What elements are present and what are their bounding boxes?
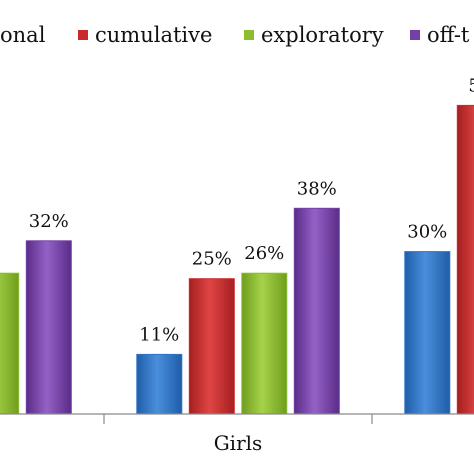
data-label-3-0: 32% bbox=[29, 211, 69, 232]
bar-2-0 bbox=[0, 272, 20, 415]
legend-marker-3 bbox=[410, 30, 420, 40]
data-label-2-1: 26% bbox=[244, 243, 284, 264]
bars-group bbox=[0, 104, 474, 415]
data-label-3-1: 38% bbox=[297, 178, 337, 199]
bar-2-1 bbox=[241, 272, 288, 415]
legend-label-2: exploratory bbox=[261, 23, 384, 47]
data-label-0-2: 30% bbox=[407, 222, 447, 243]
legend-label-1: cumulative bbox=[95, 23, 212, 47]
category-label-1: Girls bbox=[214, 431, 263, 455]
legend-marker-2 bbox=[244, 30, 254, 40]
legend: onal cumulative exploratory off-t bbox=[0, 23, 470, 47]
data-label-1-1: 25% bbox=[192, 249, 232, 270]
data-label-0-1: 11% bbox=[139, 324, 179, 345]
bar-3-0 bbox=[25, 240, 72, 415]
bar-3-1 bbox=[293, 207, 340, 415]
legend-label-3: off-t bbox=[427, 23, 470, 47]
data-labels-group: 11% 30% 25% 57 26% 32% 38% bbox=[29, 75, 474, 345]
bar-1-1 bbox=[188, 278, 235, 415]
x-axis: Girls bbox=[0, 413, 474, 455]
bar-0-1 bbox=[136, 353, 183, 415]
legend-marker-1 bbox=[78, 30, 88, 40]
bar-1-2 bbox=[456, 104, 474, 415]
data-label-1-2: 57 bbox=[468, 75, 474, 96]
bar-0-2 bbox=[404, 251, 451, 415]
legend-label-0: onal bbox=[0, 23, 46, 47]
